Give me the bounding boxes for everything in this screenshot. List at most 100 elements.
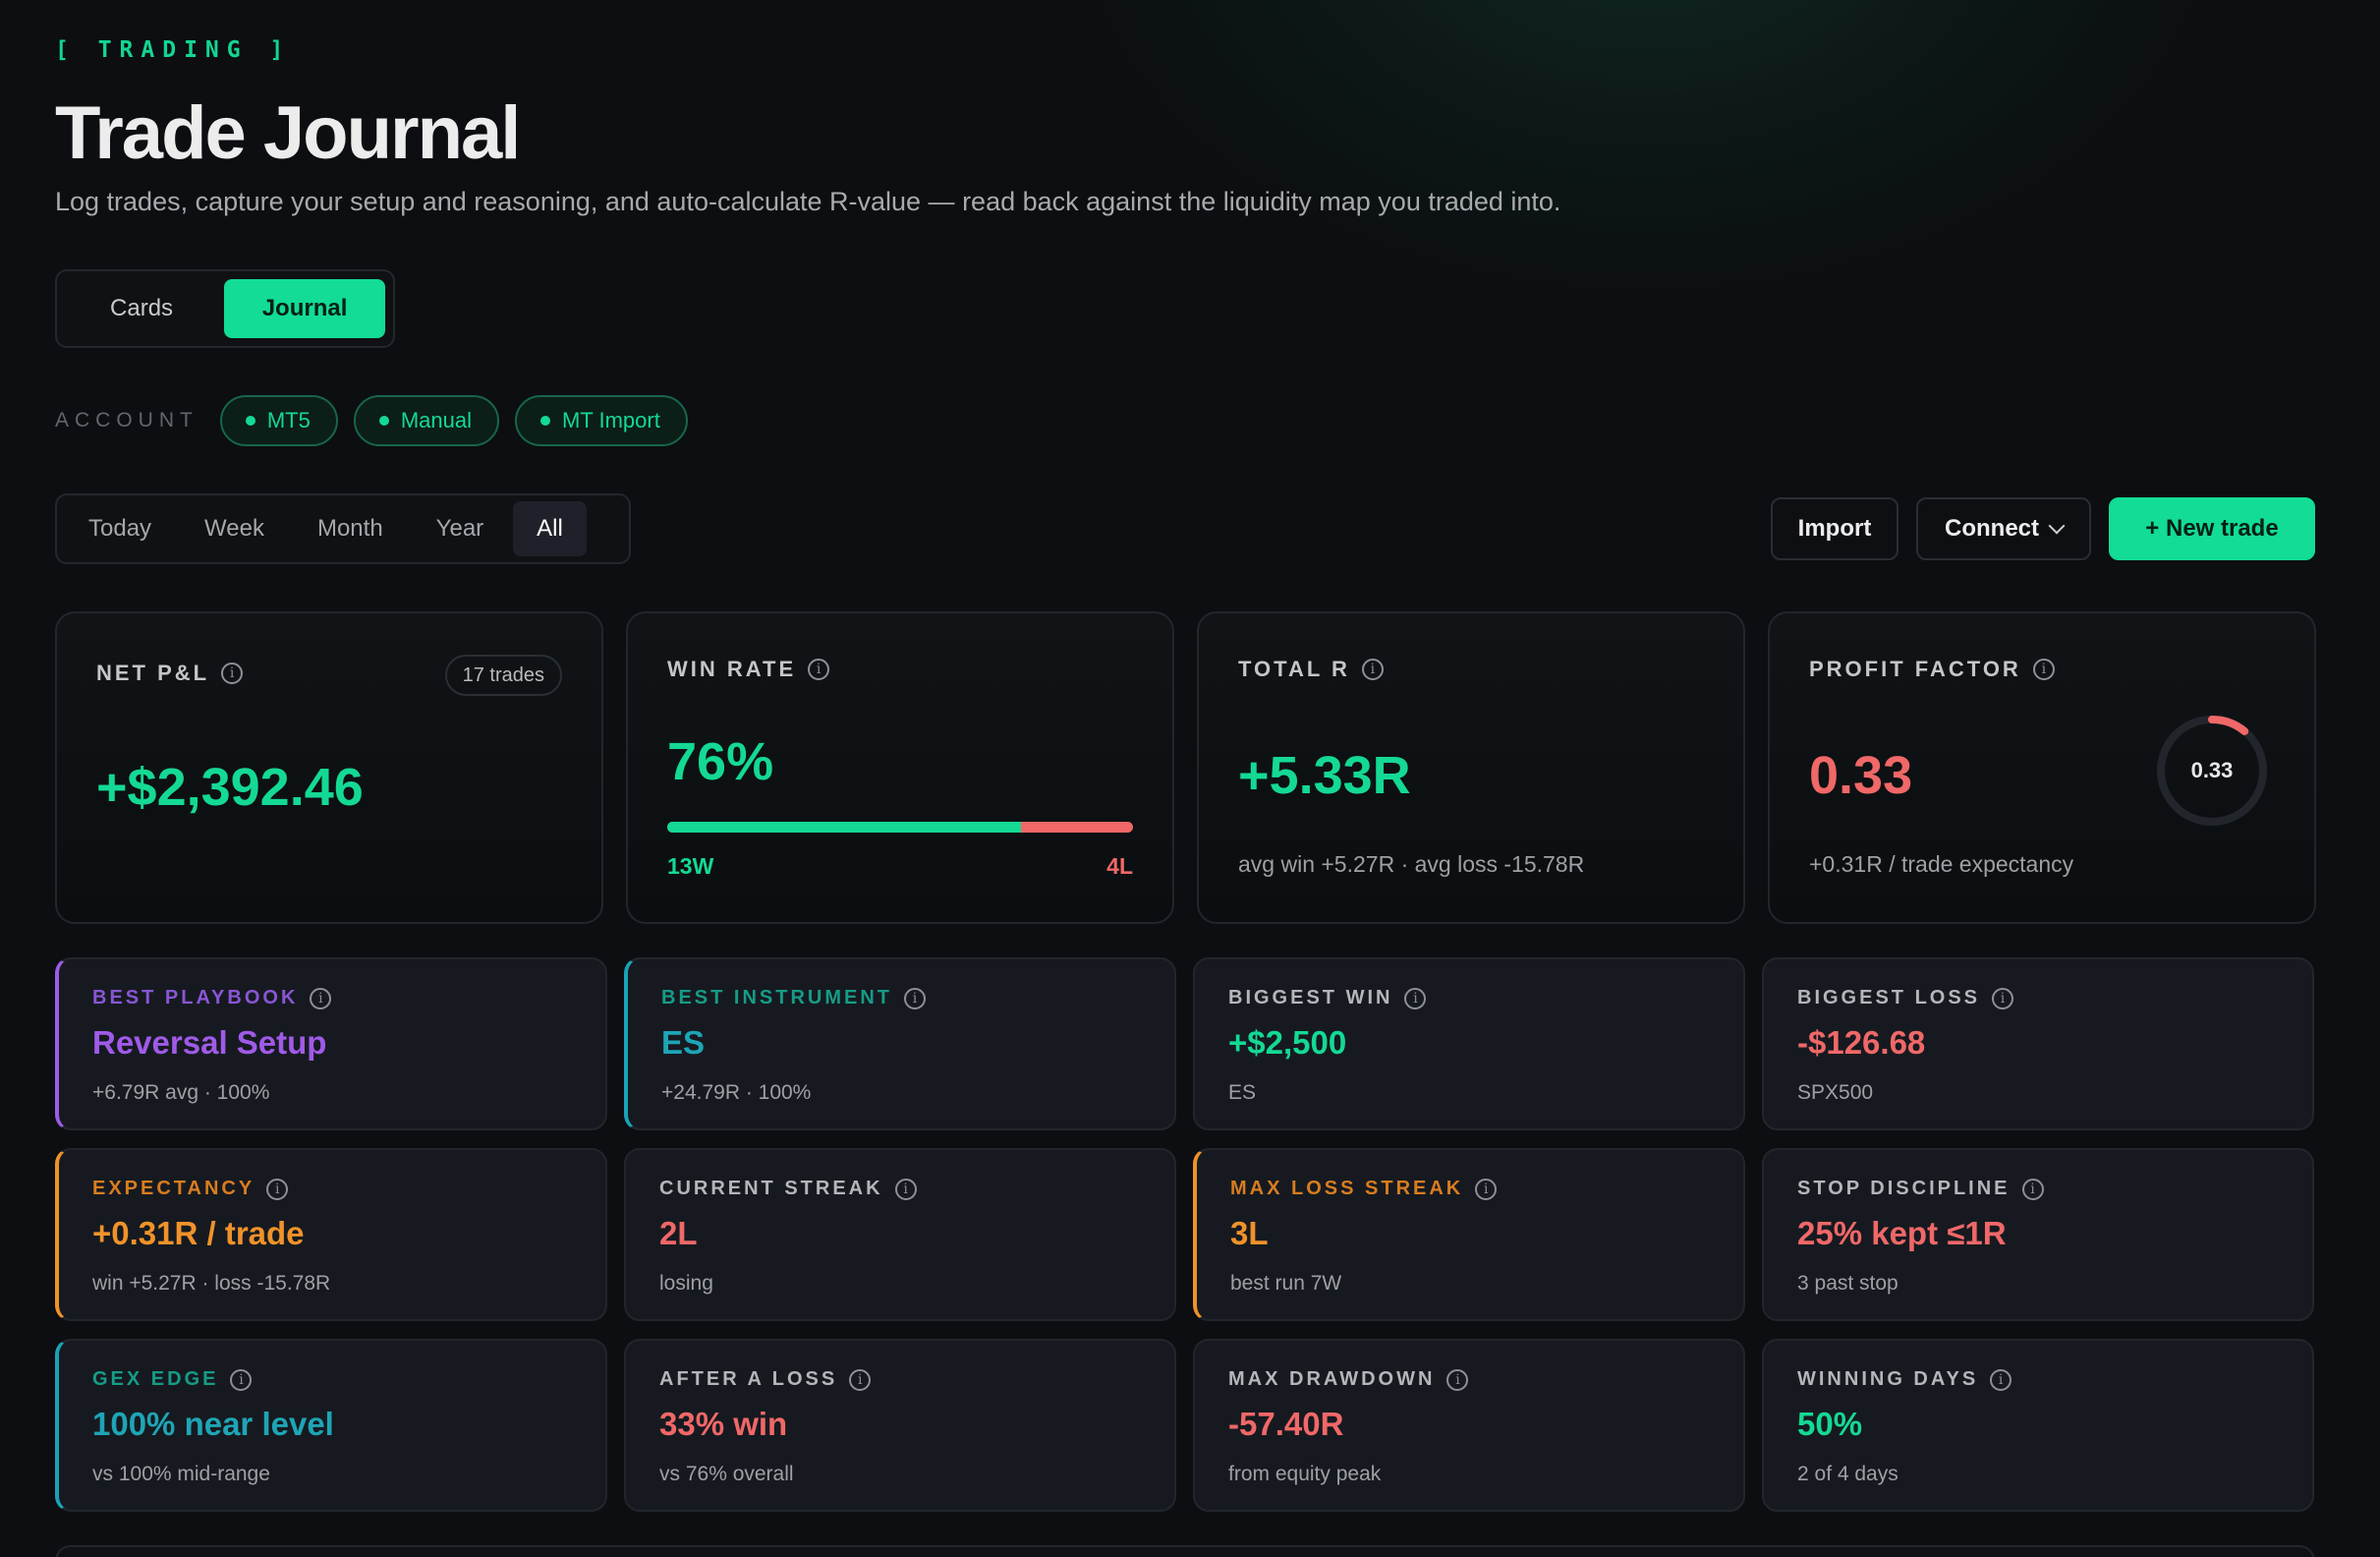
info-icon[interactable]: i: [1361, 659, 1384, 680]
card-label: AFTER A LOSS i: [659, 1368, 872, 1391]
card-label: GEX EDGE i: [92, 1368, 253, 1391]
card-label-text: GEX EDGE: [92, 1368, 219, 1390]
card-subtext: SPX500: [1797, 1081, 1874, 1104]
info-icon[interactable]: i: [2032, 659, 2055, 680]
trade-count-badge: 17 trades: [444, 655, 562, 696]
card-subtext: vs 76% overall: [659, 1463, 794, 1485]
card-label: WINNING DAYS i: [1797, 1368, 2012, 1391]
account-chip-mt5[interactable]: MT5: [219, 395, 338, 446]
card-label-text: EXPECTANCY: [92, 1178, 255, 1199]
stat-label: NET P&L i: [96, 661, 244, 686]
view-toggle: Cards Journal: [55, 269, 395, 348]
card-after-a-loss: AFTER A LOSS i 33% win vs 76% overall: [624, 1339, 1176, 1512]
info-icon[interactable]: i: [1404, 987, 1427, 1009]
account-filter: ACCOUNT MT5 Manual MT Import: [55, 395, 688, 446]
card-label: STOP DISCIPLINE i: [1797, 1178, 2044, 1200]
connect-dropdown-button[interactable]: Connect: [1916, 497, 2091, 560]
tab-month[interactable]: Month: [316, 515, 383, 542]
connect-label: Connect: [1945, 515, 2039, 542]
card-label: BIGGEST WIN i: [1228, 987, 1427, 1009]
info-icon[interactable]: i: [849, 1368, 872, 1391]
view-journal-button[interactable]: Journal: [224, 279, 385, 338]
card-label-text: CURRENT STREAK: [659, 1178, 883, 1199]
net-pnl-value: +$2,392.46: [96, 758, 364, 817]
account-chip-manual[interactable]: Manual: [353, 395, 499, 446]
card-value: Reversal Setup: [92, 1024, 327, 1061]
card-best-playbook: BEST PLAYBOOK i Reversal Setup +6.79R avg…: [55, 957, 607, 1130]
page-subtitle: Log trades, capture your setup and reaso…: [55, 187, 1561, 216]
section-eyebrow: [ TRADING ]: [55, 37, 292, 63]
info-icon[interactable]: i: [2021, 1178, 2044, 1200]
card-label-text: BEST INSTRUMENT: [661, 987, 892, 1009]
card-value: +0.31R / trade: [92, 1215, 305, 1251]
stat-label: PROFIT FACTOR i: [1809, 657, 2055, 682]
card-label-text: BIGGEST LOSS: [1797, 987, 1981, 1009]
card-label: BIGGEST LOSS i: [1797, 987, 2014, 1009]
info-icon[interactable]: i: [1990, 1368, 2012, 1391]
card-subtext: losing: [659, 1272, 713, 1295]
card-label-text: MAX LOSS STREAK: [1230, 1178, 1464, 1199]
card-subtext: +6.79R avg · 100%: [92, 1081, 270, 1104]
info-icon[interactable]: i: [221, 663, 244, 684]
stat-label-text: TOTAL R: [1238, 657, 1350, 681]
info-icon[interactable]: i: [904, 987, 926, 1009]
card-label-text: BIGGEST WIN: [1228, 987, 1393, 1009]
card-label: CURRENT STREAK i: [659, 1178, 917, 1200]
stat-total-r: TOTAL R i +5.33R avg win +5.27R · avg lo…: [1197, 611, 1745, 924]
new-trade-button[interactable]: + New trade: [2109, 497, 2315, 560]
view-cards-button[interactable]: Cards: [110, 295, 174, 321]
stat-net-pnl: NET P&L i 17 trades +$2,392.46: [55, 611, 603, 924]
account-chip-label: MT5: [266, 408, 311, 432]
card-value: 25% kept ≤1R: [1797, 1215, 2007, 1251]
tab-today[interactable]: Today: [88, 515, 152, 542]
info-icon[interactable]: i: [808, 659, 830, 680]
date-range-tabs: Today Week Month Year All: [55, 493, 631, 564]
win-rate-value: 76%: [667, 732, 774, 791]
card-label: BEST PLAYBOOK i: [92, 987, 332, 1009]
info-icon[interactable]: i: [894, 1178, 917, 1200]
info-icon[interactable]: i: [266, 1178, 289, 1200]
ring-progress: [2157, 716, 2267, 826]
stat-label-text: PROFIT FACTOR: [1809, 657, 2021, 681]
tab-all[interactable]: All: [513, 501, 587, 556]
card-label: MAX LOSS STREAK i: [1230, 1178, 1498, 1200]
account-chip-mt-import[interactable]: MT Import: [515, 395, 688, 446]
card-current-streak: CURRENT STREAK i 2L losing: [624, 1148, 1176, 1321]
card-stop-discipline: STOP DISCIPLINE i 25% kept ≤1R 3 past sto…: [1762, 1148, 2314, 1321]
win-loss-bar: [667, 822, 1133, 833]
total-r-subtext: avg win +5.27R · avg loss -15.78R: [1238, 851, 1585, 877]
stat-label: WIN RATE i: [667, 657, 830, 682]
info-icon[interactable]: i: [1992, 987, 2014, 1009]
wins-count: 13W: [667, 853, 714, 879]
info-icon[interactable]: i: [1446, 1368, 1469, 1391]
next-panel-edge: [55, 1545, 2315, 1557]
account-label: ACCOUNT: [55, 409, 198, 432]
card-label-text: BEST PLAYBOOK: [92, 987, 299, 1009]
profit-factor-subtext: +0.31R / trade expectancy: [1809, 851, 2074, 877]
info-icon[interactable]: i: [230, 1368, 253, 1391]
win-bar-fill: [667, 822, 1022, 833]
card-label-text: AFTER A LOSS: [659, 1368, 838, 1390]
card-best-instrument: BEST INSTRUMENT i ES +24.79R · 100%: [624, 957, 1176, 1130]
card-value: -57.40R: [1228, 1406, 1344, 1442]
card-biggest-loss: BIGGEST LOSS i -$126.68 SPX500: [1762, 957, 2314, 1130]
status-dot-icon: [245, 416, 255, 426]
status-dot-icon: [540, 416, 550, 426]
background-glow: [1032, 0, 2260, 324]
card-label-text: STOP DISCIPLINE: [1797, 1178, 2011, 1199]
info-icon[interactable]: i: [310, 987, 332, 1009]
tab-week[interactable]: Week: [204, 515, 264, 542]
card-value: +$2,500: [1228, 1024, 1347, 1061]
card-max-loss-streak: MAX LOSS STREAK i 3L best run 7W: [1193, 1148, 1745, 1321]
card-subtext: vs 100% mid-range: [92, 1463, 270, 1485]
card-biggest-win: BIGGEST WIN i +$2,500 ES: [1193, 957, 1745, 1130]
tab-year[interactable]: Year: [435, 515, 484, 542]
card-winning-days: WINNING DAYS i 50% 2 of 4 days: [1762, 1339, 2314, 1512]
card-subtext: best run 7W: [1230, 1272, 1342, 1295]
account-chip-label: Manual: [400, 408, 472, 432]
info-icon[interactable]: i: [1475, 1178, 1498, 1200]
import-button[interactable]: Import: [1771, 497, 1898, 560]
profit-factor-ring: [2157, 716, 2267, 826]
card-subtext: from equity peak: [1228, 1463, 1382, 1485]
card-value: 3L: [1230, 1215, 1269, 1251]
